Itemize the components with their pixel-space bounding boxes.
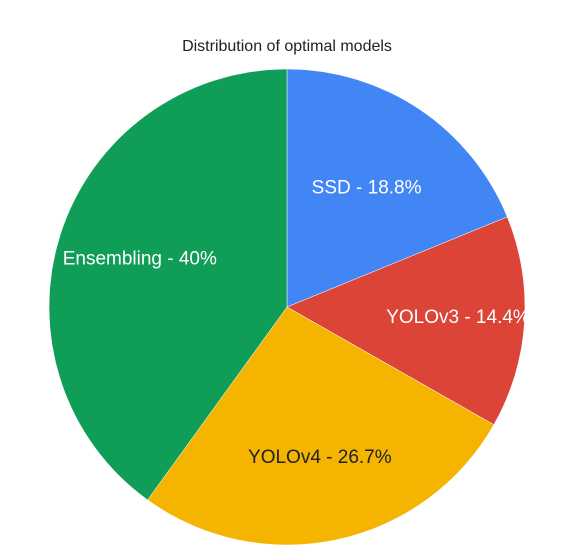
slice-label-yolov4: YOLOv4 - 26.7% bbox=[248, 447, 392, 468]
pie-slice-ensembling bbox=[48, 68, 288, 501]
pie-slice-yolov4 bbox=[147, 306, 495, 546]
slice-label-ssd: SSD - 18.8% bbox=[312, 177, 422, 198]
pie-slice-ssd bbox=[286, 68, 508, 308]
slice-label-yolov3: YOLOv3 - 14.4% bbox=[386, 307, 530, 328]
chart-title: Distribution of optimal models bbox=[182, 38, 392, 55]
pie-slice-yolov3 bbox=[286, 216, 526, 426]
slice-label-ensembling: Ensembling - 40% bbox=[63, 248, 217, 269]
